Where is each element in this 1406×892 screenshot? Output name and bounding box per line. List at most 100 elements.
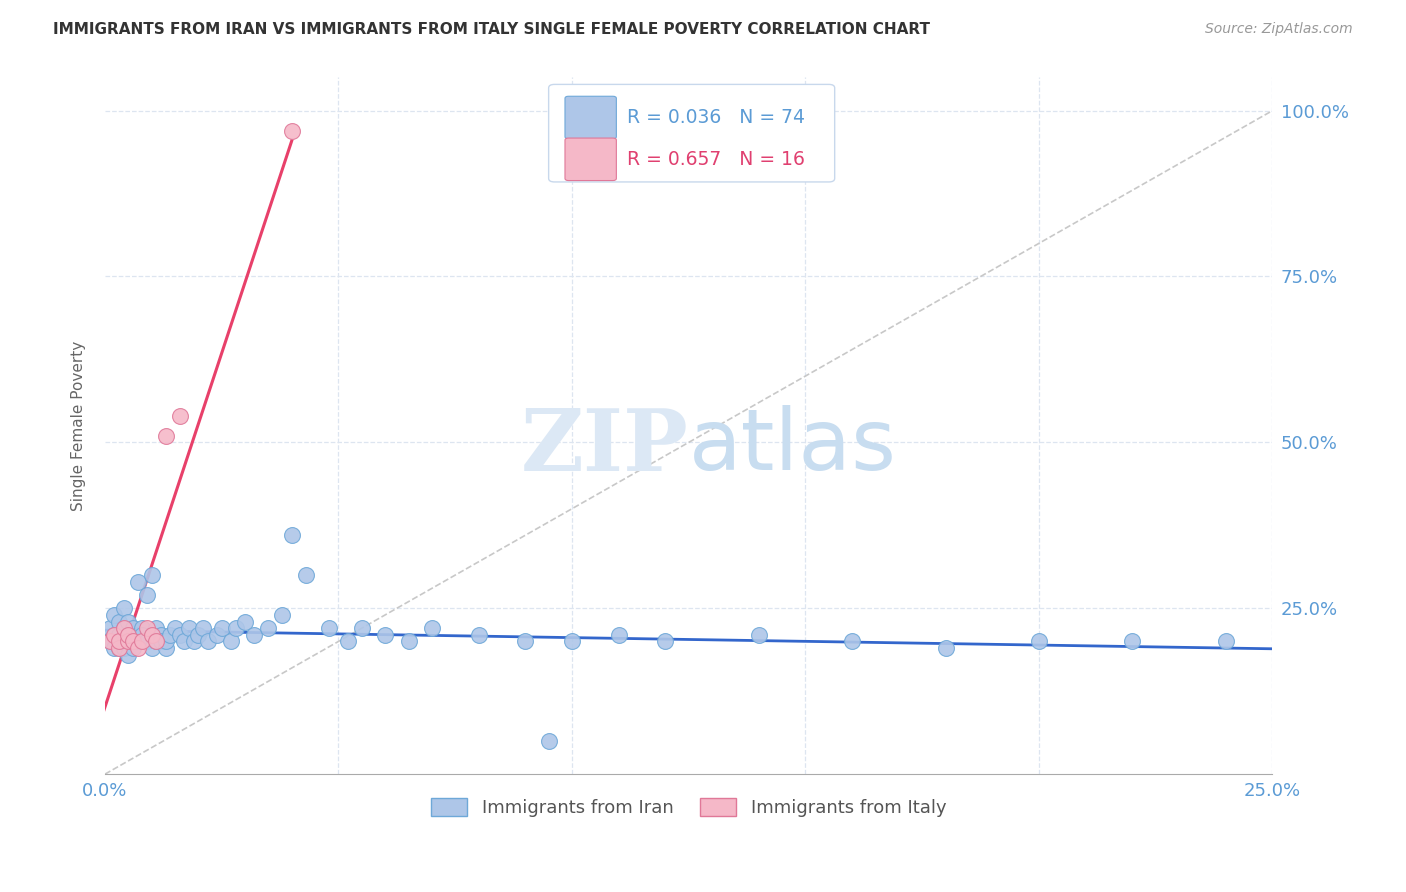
Point	[122, 634, 145, 648]
Point	[108, 641, 131, 656]
Point	[112, 634, 135, 648]
Point	[117, 648, 139, 662]
Point	[294, 568, 316, 582]
Point	[211, 621, 233, 635]
Point	[127, 574, 149, 589]
FancyBboxPatch shape	[565, 96, 616, 139]
Point	[350, 621, 373, 635]
FancyBboxPatch shape	[548, 85, 835, 182]
Point	[136, 634, 159, 648]
Point	[233, 615, 256, 629]
Point	[117, 628, 139, 642]
Point	[257, 621, 280, 635]
Text: Source: ZipAtlas.com: Source: ZipAtlas.com	[1205, 22, 1353, 37]
Point	[108, 628, 131, 642]
Point	[173, 634, 195, 648]
Point	[420, 621, 443, 635]
Point	[150, 628, 173, 642]
Point	[112, 621, 135, 635]
Point	[141, 628, 163, 642]
Point	[1028, 634, 1050, 648]
Point	[112, 641, 135, 656]
Point	[398, 634, 420, 648]
Point	[187, 628, 209, 642]
Point	[131, 628, 153, 642]
Text: R = 0.657   N = 16: R = 0.657 N = 16	[627, 150, 804, 169]
Point	[374, 628, 396, 642]
Point	[318, 621, 340, 635]
Y-axis label: Single Female Poverty: Single Female Poverty	[72, 341, 86, 511]
Point	[155, 641, 177, 656]
Point	[515, 634, 537, 648]
Point	[108, 641, 131, 656]
Point	[177, 621, 200, 635]
Point	[281, 123, 304, 137]
Point	[103, 607, 125, 622]
Point	[183, 634, 205, 648]
Point	[98, 634, 121, 648]
Point	[127, 634, 149, 648]
Point	[155, 634, 177, 648]
Point	[122, 621, 145, 635]
Point	[654, 634, 676, 648]
Point	[219, 634, 242, 648]
Point	[122, 634, 145, 648]
Point	[127, 628, 149, 642]
Point	[935, 641, 957, 656]
Point	[145, 634, 167, 648]
Point	[108, 615, 131, 629]
Point	[145, 634, 167, 648]
Point	[131, 634, 153, 648]
Point	[225, 621, 247, 635]
Point	[112, 621, 135, 635]
Point	[155, 428, 177, 442]
Point	[159, 628, 181, 642]
Point	[169, 409, 191, 423]
Point	[467, 628, 489, 642]
Point	[117, 634, 139, 648]
Point	[108, 634, 131, 648]
Point	[748, 628, 770, 642]
Point	[281, 528, 304, 542]
Text: IMMIGRANTS FROM IRAN VS IMMIGRANTS FROM ITALY SINGLE FEMALE POVERTY CORRELATION : IMMIGRANTS FROM IRAN VS IMMIGRANTS FROM …	[53, 22, 931, 37]
Point	[163, 621, 186, 635]
Point	[136, 621, 159, 635]
Point	[243, 628, 266, 642]
Point	[112, 601, 135, 615]
Point	[103, 641, 125, 656]
Point	[561, 634, 583, 648]
Point	[141, 568, 163, 582]
Point	[1121, 634, 1143, 648]
Text: atlas: atlas	[689, 405, 897, 488]
Point	[131, 621, 153, 635]
Point	[117, 628, 139, 642]
Point	[141, 641, 163, 656]
Point	[841, 634, 863, 648]
Point	[607, 628, 630, 642]
Text: ZIP: ZIP	[522, 405, 689, 489]
Text: R = 0.036   N = 74: R = 0.036 N = 74	[627, 108, 804, 127]
FancyBboxPatch shape	[565, 138, 616, 180]
Point	[122, 641, 145, 656]
Point	[1215, 634, 1237, 648]
Point	[108, 634, 131, 648]
Legend: Immigrants from Iran, Immigrants from Italy: Immigrants from Iran, Immigrants from It…	[423, 790, 953, 824]
Point	[141, 628, 163, 642]
Point	[336, 634, 359, 648]
Point	[145, 621, 167, 635]
Point	[98, 634, 121, 648]
Point	[537, 734, 560, 748]
Point	[127, 641, 149, 656]
Point	[131, 634, 153, 648]
Point	[98, 621, 121, 635]
Point	[205, 628, 228, 642]
Point	[197, 634, 219, 648]
Point	[117, 634, 139, 648]
Point	[103, 628, 125, 642]
Point	[117, 615, 139, 629]
Point	[103, 628, 125, 642]
Point	[191, 621, 214, 635]
Point	[150, 634, 173, 648]
Point	[169, 628, 191, 642]
Point	[136, 588, 159, 602]
